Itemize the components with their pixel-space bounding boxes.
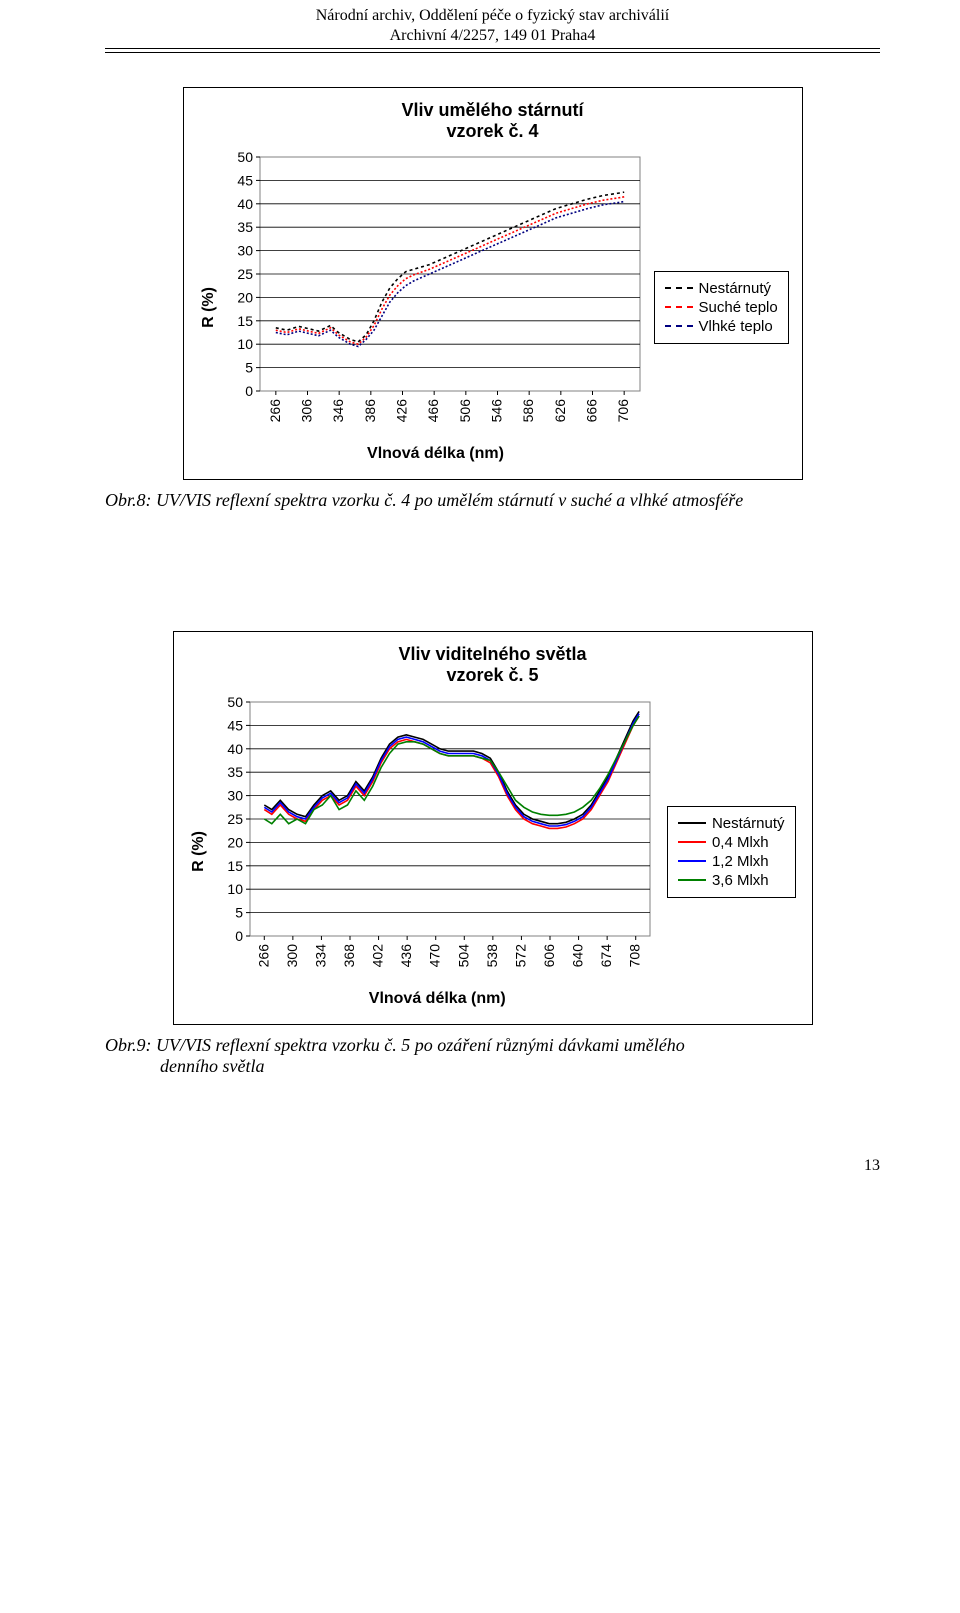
chart-1-ylabel: R (%) [200,287,218,328]
svg-text:35: 35 [227,764,243,780]
chart-2-legend: Nestárnutý 0,4 Mlxh 1,2 Mlxh 3,6 Mlxh [667,806,796,898]
svg-text:706: 706 [615,399,631,423]
chart-2-title-l2: vzorek č. 5 [446,665,538,685]
legend-label: 0,4 Mlxh [712,834,769,851]
svg-text:640: 640 [569,944,585,968]
svg-text:504: 504 [455,944,471,968]
caption-9-l1: Obr.9: UV/VIS reflexní spektra vzorku č.… [105,1035,880,1056]
svg-text:20: 20 [237,290,253,306]
legend-swatch [678,860,706,862]
svg-text:306: 306 [298,399,314,423]
legend-item: Nestárnutý [665,280,778,297]
svg-text:30: 30 [227,787,243,803]
svg-text:5: 5 [245,360,253,376]
svg-text:45: 45 [237,173,253,189]
legend-item: 1,2 Mlxh [678,853,785,870]
header-line-1: Národní archiv, Oddělení péče o fyzický … [105,6,880,26]
chart-2-title: Vliv viditelného světla vzorek č. 5 [190,644,796,685]
legend-item: Nestárnutý [678,815,785,832]
svg-text:546: 546 [488,399,504,423]
svg-text:25: 25 [227,811,243,827]
caption-9-l2: denního světla [160,1056,880,1077]
svg-text:45: 45 [227,717,243,733]
svg-text:5: 5 [235,904,243,920]
svg-text:586: 586 [520,399,536,423]
svg-text:266: 266 [255,944,271,968]
svg-text:572: 572 [512,944,528,968]
legend-label: Vlhké teplo [699,318,773,335]
svg-text:25: 25 [237,266,253,282]
svg-text:538: 538 [483,944,499,968]
chart-1-xlabel: Vlnová délka (nm) [226,445,646,463]
svg-text:40: 40 [237,196,253,212]
chart-2-title-l1: Vliv viditelného světla [398,644,586,664]
legend-swatch [665,287,693,289]
svg-text:626: 626 [551,399,567,423]
chart-2-ylabel: R (%) [190,831,208,872]
legend-swatch [678,879,706,881]
legend-label: 1,2 Mlxh [712,853,769,870]
svg-text:674: 674 [598,944,614,968]
page-header: Národní archiv, Oddělení péče o fyzický … [105,6,880,49]
svg-text:470: 470 [426,944,442,968]
svg-text:708: 708 [626,944,642,968]
chart-2-xlabel: Vlnová délka (nm) [216,990,659,1008]
chart-1-title: Vliv umělého stárnutí vzorek č. 4 [200,100,786,141]
svg-text:300: 300 [283,944,299,968]
chart-1-plot: 0 5 10 15 20 25 30 35 40 45 50 266 306 346 386 426 466 50… [226,151,646,441]
svg-text:50: 50 [227,696,243,710]
chart-1-title-l2: vzorek č. 4 [446,121,538,141]
svg-text:35: 35 [237,220,253,236]
legend-swatch [665,306,693,308]
page-number: 13 [105,1157,880,1175]
legend-item: 3,6 Mlxh [678,872,785,889]
chart-1-legend: Nestárnutý Suché teplo Vlhké teplo [654,271,789,344]
legend-label: 3,6 Mlxh [712,872,769,889]
legend-label: Nestárnutý [712,815,785,832]
figure-caption-9: Obr.9: UV/VIS reflexní spektra vzorku č.… [105,1035,880,1077]
svg-text:0: 0 [235,928,243,944]
svg-text:466: 466 [425,399,441,423]
chart-1-container: Vliv umělého stárnutí vzorek č. 4 R (%) … [183,87,803,480]
svg-text:386: 386 [361,399,377,423]
svg-text:50: 50 [237,151,253,165]
legend-item: 0,4 Mlxh [678,834,785,851]
svg-text:346: 346 [330,399,346,423]
svg-text:15: 15 [227,858,243,874]
svg-text:334: 334 [312,944,328,968]
header-line-2: Archivní 4/2257, 149 01 Praha4 [105,26,880,46]
chart-1-title-l1: Vliv umělého stárnutí [401,100,583,120]
svg-text:10: 10 [237,337,253,353]
legend-swatch [678,841,706,843]
chart-2-plot: 0 5 10 15 20 25 30 35 40 45 50 266 300 334 368 402 436 47… [216,696,656,986]
svg-text:666: 666 [583,399,599,423]
svg-text:436: 436 [398,944,414,968]
svg-text:402: 402 [369,944,385,968]
svg-text:40: 40 [227,741,243,757]
svg-text:506: 506 [456,399,472,423]
legend-swatch [678,822,706,824]
svg-text:20: 20 [227,834,243,850]
svg-text:426: 426 [393,399,409,423]
legend-item: Vlhké teplo [665,318,778,335]
header-rule-2 [105,52,880,53]
legend-label: Nestárnutý [699,280,772,297]
legend-label: Suché teplo [699,299,778,316]
svg-text:266: 266 [266,399,282,423]
svg-text:0: 0 [245,383,253,399]
legend-swatch [665,325,693,327]
svg-text:368: 368 [341,944,357,968]
svg-text:10: 10 [227,881,243,897]
legend-item: Suché teplo [665,299,778,316]
svg-text:30: 30 [237,243,253,259]
svg-text:15: 15 [237,313,253,329]
figure-caption-8: Obr.8: UV/VIS reflexní spektra vzorku č.… [105,490,880,511]
chart-2-container: Vliv viditelného světla vzorek č. 5 R (%… [173,631,813,1024]
svg-text:606: 606 [541,944,557,968]
